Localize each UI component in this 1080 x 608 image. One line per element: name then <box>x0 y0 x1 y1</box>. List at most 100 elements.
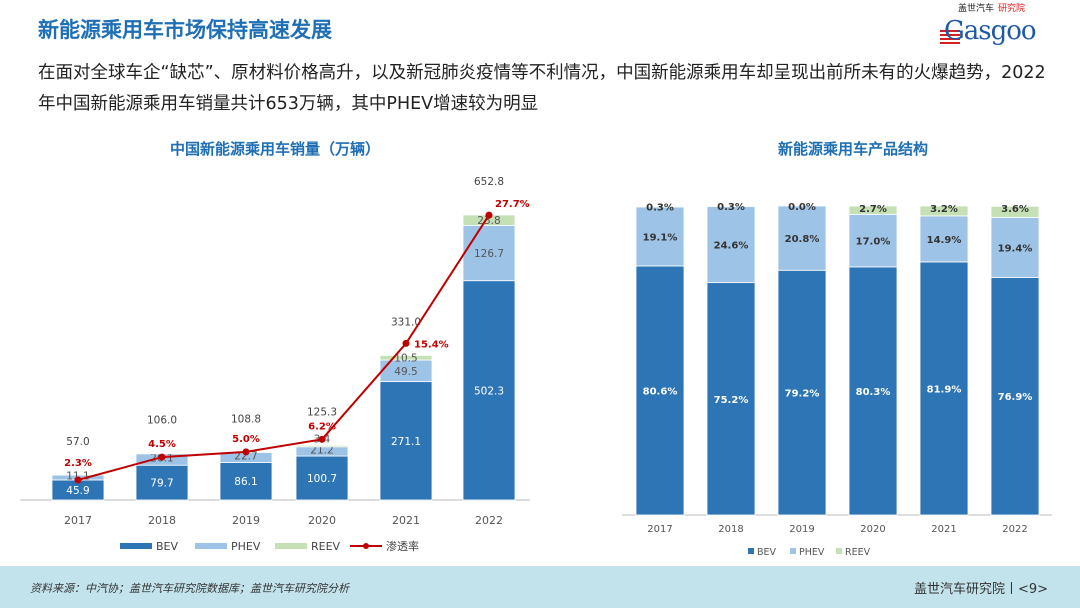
x-tick-2019: 2019 <box>232 514 260 527</box>
penetration-line <box>77 214 490 481</box>
bar-bev-2022 <box>462 280 516 501</box>
bar-label-phev-2017: 19.1% <box>643 232 678 243</box>
penetration-label-2017: 2.3% <box>64 458 92 469</box>
x-tick-2020: 2020 <box>308 514 336 527</box>
logo-stripes-icon <box>940 30 960 44</box>
x-tick-2018: 2018 <box>718 524 743 535</box>
legend-swatch-bev <box>120 543 152 549</box>
page-title: 新能源乘用车市场保持高速发展 <box>38 18 332 42</box>
penetration-point-2017 <box>74 476 82 484</box>
chart-title: 中国新能源乘用车销量（万辆） <box>170 140 380 158</box>
bar-bev-2019 <box>219 462 273 501</box>
bar-reev-2020 <box>848 205 898 215</box>
penetration-label-2018: 4.5% <box>148 439 176 450</box>
bar-label-phev-2021: 49.5 <box>394 366 417 378</box>
legend-marker-penetration <box>363 543 369 549</box>
bar-label-reev-2021: 10.5 <box>394 353 417 365</box>
logo-text: Gasgoo <box>944 16 1037 46</box>
sales-chart: 中国新能源乘用车销量（万辆）45.911.157.0201779.726.110… <box>20 140 530 553</box>
bar-reev-2017 <box>635 205 685 208</box>
total-label-2018: 106.0 <box>147 415 177 427</box>
penetration-point-2019 <box>242 448 250 456</box>
bar-label-phev-2022: 126.7 <box>474 248 504 260</box>
total-label-2017: 57.0 <box>66 436 89 448</box>
bar-bev-2022 <box>990 276 1040 516</box>
penetration-label-2022: 27.7% <box>495 199 530 210</box>
total-label-2021: 331.0 <box>391 316 421 328</box>
logo-cn-red: 研究院 <box>998 4 1026 14</box>
bar-reev-2020 <box>295 444 349 448</box>
bar-phev-2021 <box>919 215 969 263</box>
penetration-point-2022 <box>485 211 493 219</box>
bar-phev-2019 <box>777 205 827 271</box>
bar-label-bev-2019: 86.1 <box>234 476 257 488</box>
legend-label-penetration: 渗透率 <box>386 539 419 553</box>
bar-label-bev-2022: 502.3 <box>474 385 504 397</box>
bar-label-bev-2021: 271.1 <box>391 436 421 448</box>
legend-label-bev: BEV <box>757 547 777 558</box>
page-number: 盖世汽车研究院丨<9> <box>913 582 1048 597</box>
bar-label-reev-2020: 2.7% <box>859 204 887 215</box>
bar-label-phev-2021: 14.9% <box>927 235 962 246</box>
bar-label-bev-2019: 79.2% <box>785 389 820 400</box>
penetration-label-2021: 15.4% <box>414 339 449 350</box>
x-tick-2021: 2021 <box>392 514 420 527</box>
x-tick-2017: 2017 <box>647 524 672 535</box>
legend-label-phev: PHEV <box>231 540 261 553</box>
penetration-point-2018 <box>158 453 166 461</box>
bar-label-reev-2021: 3.2% <box>930 204 958 215</box>
legend-swatch-bev <box>748 548 754 554</box>
bar-label-reev-2022: 3.6% <box>1001 204 1029 215</box>
penetration-point-2021 <box>402 339 410 347</box>
x-tick-2019: 2019 <box>789 524 814 535</box>
bar-label-reev-2018: 0.3% <box>717 202 745 213</box>
bar-label-reev-2017: 0.3% <box>646 202 674 213</box>
bar-reev-2021 <box>379 355 433 361</box>
structure-chart: 新能源乘用车产品结构 80.6% 19.1% 0.3% 2017 75.2% 24.6% 0.… <box>622 140 1052 558</box>
bar-label-reev-2019: 0.0% <box>788 202 816 213</box>
bar-label-phev-2019: 22.7 <box>234 450 257 462</box>
penetration-label-2019: 5.0% <box>232 434 260 445</box>
bar-bev-2018 <box>135 464 189 501</box>
bar-phev-2017 <box>635 206 685 267</box>
legend-label-bev: BEV <box>156 540 178 553</box>
total-label-2019: 108.8 <box>231 413 261 425</box>
bar-label-bev-2018: 75.2% <box>714 395 749 406</box>
bar-bev-2018 <box>706 282 756 516</box>
source-note: 资料来源：中汽协；盖世汽车研究院数据库；盖世汽车研究院分析 <box>30 582 349 595</box>
bar-label-phev-2018: 24.6% <box>714 241 749 252</box>
bar-label-bev-2017: 80.6% <box>643 386 678 397</box>
penetration-point-2020 <box>318 435 326 443</box>
bar-label-phev-2020: 17.0% <box>856 237 891 248</box>
bar-label-bev-2022: 76.9% <box>998 392 1033 403</box>
footer: 资料来源：中汽协；盖世汽车研究院数据库；盖世汽车研究院分析 盖世汽车研究院丨<9… <box>0 566 1080 608</box>
x-tick-2022: 2022 <box>1002 524 1027 535</box>
x-tick-2020: 2020 <box>860 524 885 535</box>
bar-bev-2017 <box>635 265 685 516</box>
bar-reev-2021 <box>919 205 969 217</box>
bar-reev-2018 <box>706 205 756 208</box>
x-tick-2018: 2018 <box>148 514 176 527</box>
gasgoo-logo: 盖世汽车 研究院 Gasgoo <box>940 4 1052 48</box>
penetration-label-2020: 6.2% <box>308 421 336 432</box>
bar-reev-2022 <box>990 205 1040 218</box>
x-tick-2017: 2017 <box>64 514 92 527</box>
legend-label-reev: REEV <box>845 547 871 558</box>
legend-swatch-reev <box>275 543 307 549</box>
bar-phev-2018 <box>706 206 756 284</box>
page-subtitle: 在面对全球车企“缺芯”、原材料价格高升，以及新冠肺炎疫情等不利情况，中国新能源乘… <box>38 63 1046 114</box>
bar-bev-2020 <box>848 266 898 516</box>
bar-label-bev-2021: 81.9% <box>927 384 962 395</box>
logo-cn: 盖世汽车 <box>958 4 995 14</box>
total-label-2020: 125.3 <box>307 406 337 418</box>
chart-title: 新能源乘用车产品结构 <box>778 140 928 158</box>
bar-bev-2021 <box>379 381 433 501</box>
bar-label-phev-2022: 19.4% <box>998 243 1033 254</box>
legend-swatch-reev <box>836 548 842 554</box>
legend-swatch-phev <box>195 543 227 549</box>
total-label-2022: 652.8 <box>474 176 504 188</box>
legend-label-reev: REEV <box>311 540 341 553</box>
bar-bev-2021 <box>919 261 969 516</box>
